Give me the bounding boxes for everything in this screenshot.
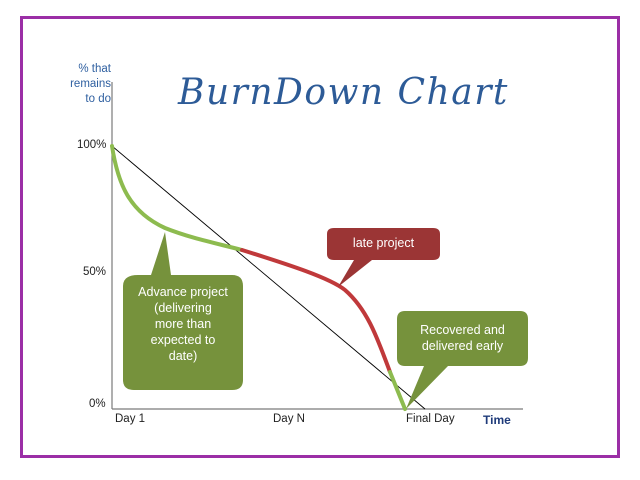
y-axis-label-line: to do: [85, 93, 111, 105]
chart-title: BurnDown Chart: [178, 72, 509, 113]
x-tick-final-day: Final Day: [406, 413, 455, 425]
chart-frame: [20, 16, 620, 458]
late-project-curve: [240, 248, 392, 374]
callout-line: delivered early: [421, 339, 504, 353]
x-tick-dayN: Day N: [273, 413, 305, 425]
y-tick-100: 100%: [77, 139, 107, 151]
y-tick-50: 50%: [83, 266, 107, 278]
advance-project-curve: [110, 144, 244, 252]
y-axis-label-line: % that: [78, 63, 111, 75]
callout-line: date): [168, 349, 198, 363]
x-tick-day1: Day 1: [115, 413, 146, 425]
x-axis-title: Time: [483, 413, 511, 427]
recovered-curve: [388, 370, 407, 411]
y-tick-0: 0%: [89, 398, 106, 410]
y-axis-label: % that remains to do: [60, 62, 111, 107]
callout-line: Recovered and: [420, 323, 505, 337]
callout-line: (delivering: [154, 301, 212, 315]
advance-callout-text: Advance project (delivering more than ex…: [123, 284, 243, 364]
late-callout-text: late project: [352, 236, 415, 250]
advance-callout-bubble: [123, 232, 243, 390]
callout-line: Advance project: [138, 285, 228, 299]
y-axis-label-line: remains: [70, 78, 111, 90]
callout-line: more than: [154, 317, 212, 331]
late-callout-bubble: [327, 228, 440, 287]
ideal-burndown-line: [111, 145, 426, 410]
recovered-callout-text: Recovered and delivered early: [397, 322, 528, 354]
callout-line: expected to: [150, 333, 216, 347]
recovered-callout-bubble: [397, 311, 528, 409]
